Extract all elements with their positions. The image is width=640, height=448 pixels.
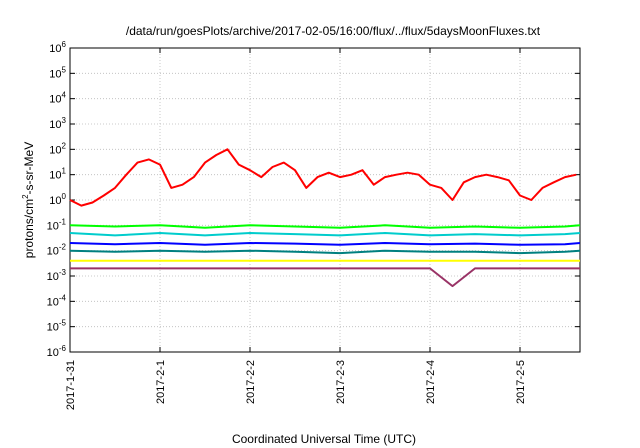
y-tick-exponent: -6 bbox=[59, 344, 67, 353]
x-tick-label: 2017-2-5 bbox=[515, 360, 527, 404]
series-lines bbox=[69, 148, 581, 288]
y-tick-label: 10-3 bbox=[47, 268, 67, 283]
x-axis-label: Coordinated Universal Time (UTC) bbox=[232, 432, 416, 446]
y-tick-base: 10 bbox=[49, 119, 61, 131]
x-axis-ticks: 2017-1-31 2017-2-1 2017-2-2 2017-2-3 2017-2-… bbox=[65, 48, 527, 410]
series-line-7 bbox=[70, 267, 580, 288]
y-tick-exponent: 4 bbox=[62, 91, 67, 100]
y-tick-base: 10 bbox=[47, 271, 59, 283]
y-axis-label-rest: -s-sr-MeV bbox=[22, 142, 36, 195]
y-tick-exponent: 0 bbox=[62, 192, 67, 201]
series-line-2 bbox=[69, 224, 581, 229]
y-tick-base: 10 bbox=[49, 144, 61, 156]
series-line-4 bbox=[69, 242, 581, 246]
y-tick-label: 105 bbox=[49, 65, 66, 80]
y-tick-label: 101 bbox=[49, 167, 66, 182]
y-tick-label: 102 bbox=[49, 141, 66, 156]
series-line-1 bbox=[69, 148, 577, 207]
y-tick-exponent: 3 bbox=[62, 116, 67, 125]
y-tick-exponent: -2 bbox=[59, 243, 67, 252]
y-tick-base: 10 bbox=[49, 68, 61, 80]
y-tick-exponent: 2 bbox=[62, 141, 67, 150]
y-tick-label: 10-1 bbox=[47, 217, 67, 232]
series-line-5 bbox=[69, 249, 581, 255]
y-tick-base: 10 bbox=[47, 246, 59, 258]
x-tick-label: 2017-2-2 bbox=[245, 360, 257, 404]
series-line-3 bbox=[69, 232, 581, 237]
x-tick-label: 2017-2-1 bbox=[155, 360, 167, 404]
y-axis-label: protons/cm2-s-sr-MeV bbox=[21, 142, 36, 258]
y-tick-exponent: 6 bbox=[62, 40, 67, 49]
y-tick-label: 10-4 bbox=[47, 293, 67, 308]
y-axis-label-text: protons/cm bbox=[22, 199, 36, 258]
y-tick-label: 100 bbox=[49, 192, 66, 207]
y-tick-label: 104 bbox=[49, 91, 66, 106]
y-tick-base: 10 bbox=[47, 220, 59, 232]
y-tick-exponent: 1 bbox=[62, 167, 67, 176]
y-axis-label-sup: 2 bbox=[21, 194, 30, 199]
y-tick-exponent: -5 bbox=[59, 319, 67, 328]
y-tick-exponent: -4 bbox=[59, 293, 67, 302]
y-tick-base: 10 bbox=[49, 195, 61, 207]
y-tick-exponent: -1 bbox=[59, 217, 67, 226]
y-tick-base: 10 bbox=[49, 170, 61, 182]
y-tick-label: 10-5 bbox=[47, 319, 67, 334]
y-tick-label: 103 bbox=[49, 116, 66, 131]
y-tick-base: 10 bbox=[47, 296, 59, 308]
chart-title: /data/run/goesPlots/archive/2017-02-05/1… bbox=[126, 24, 541, 38]
y-axis-ticks: 10-610-510-410-310-210-11001011021031041… bbox=[47, 40, 580, 359]
y-tick-exponent: -3 bbox=[59, 268, 67, 277]
x-tick-label: 2017-1-31 bbox=[65, 360, 77, 410]
x-tick-label: 2017-2-4 bbox=[425, 360, 437, 404]
y-tick-base: 10 bbox=[47, 347, 59, 359]
y-tick-label: 106 bbox=[49, 40, 66, 55]
y-tick-base: 10 bbox=[49, 43, 61, 55]
y-tick-base: 10 bbox=[49, 94, 61, 106]
y-tick-label: 10-2 bbox=[47, 243, 67, 258]
y-tick-base: 10 bbox=[47, 322, 59, 334]
x-tick-label: 2017-2-3 bbox=[335, 360, 347, 404]
y-tick-exponent: 5 bbox=[62, 65, 67, 74]
y-tick-label: 10-6 bbox=[47, 344, 67, 359]
